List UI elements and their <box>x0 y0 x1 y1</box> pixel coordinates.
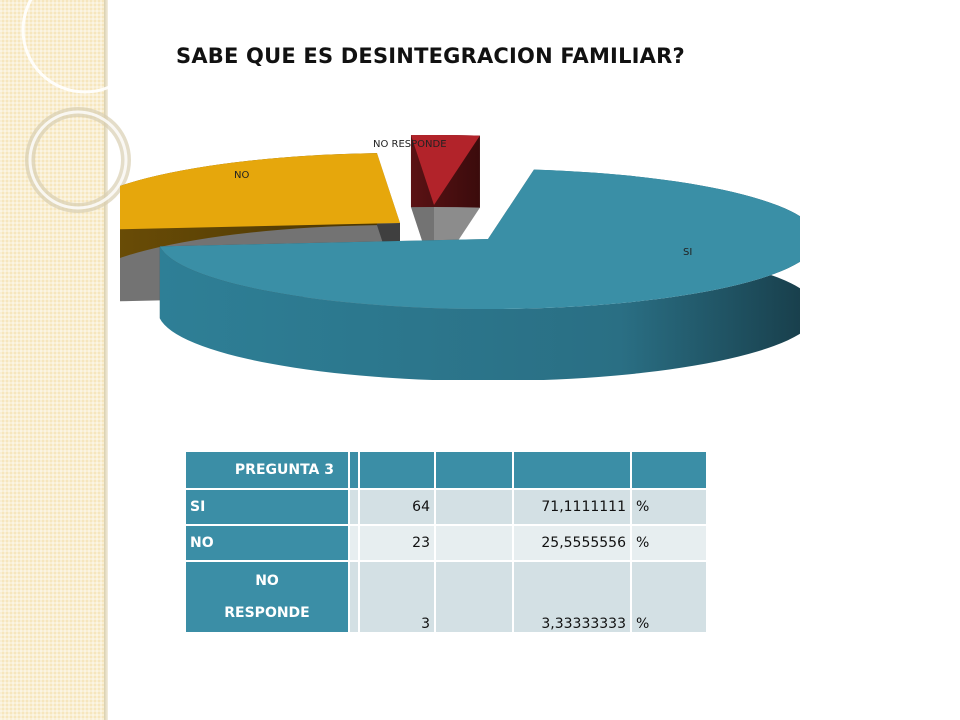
pie-chart: NO RESPONDE NO SI <box>120 135 800 380</box>
row-label-line1: NO <box>255 573 279 589</box>
table-row: NO 23 25,5555556 % <box>186 526 706 560</box>
side-strip-edge <box>104 0 108 720</box>
row-label-line2: RESPONDE <box>224 605 310 621</box>
row-percent-symbol: % <box>632 490 706 524</box>
row-label: NO <box>186 526 348 560</box>
row-count: 3 <box>360 562 434 632</box>
table-row: SI 64 71,1111111 % <box>186 490 706 524</box>
slice-label-no: NO <box>234 170 249 181</box>
row-label: NO RESPONDE <box>186 562 348 632</box>
table-header-row: PREGUNTA 3 <box>186 452 706 488</box>
row-percent: 25,5555556 <box>514 526 630 560</box>
pie-slice-no-top <box>120 153 400 230</box>
row-percent-symbol: % <box>632 526 706 560</box>
slice-label-si: SI <box>683 247 692 258</box>
data-table: PREGUNTA 3 SI 64 71,1111111 % NO 23 25,5… <box>184 450 708 634</box>
table-header-label: PREGUNTA 3 <box>186 452 348 488</box>
row-percent-symbol: % <box>632 562 706 632</box>
row-percent: 3,33333333 <box>514 562 630 632</box>
table-row: NO RESPONDE 3 3,33333333 % <box>186 562 706 632</box>
row-count: 64 <box>360 490 434 524</box>
decorative-rings <box>21 0 149 213</box>
pie-slice-si-top <box>159 169 800 309</box>
slide-title: SABE QUE ES DESINTEGRACION FAMILIAR? <box>176 44 685 68</box>
row-percent: 71,1111111 <box>514 490 630 524</box>
row-label: SI <box>186 490 348 524</box>
pie-slice-no-responde-top <box>410 135 480 205</box>
pie-slice-si <box>159 169 800 380</box>
row-count: 23 <box>360 526 434 560</box>
slice-label-no-responde: NO RESPONDE <box>373 139 447 150</box>
